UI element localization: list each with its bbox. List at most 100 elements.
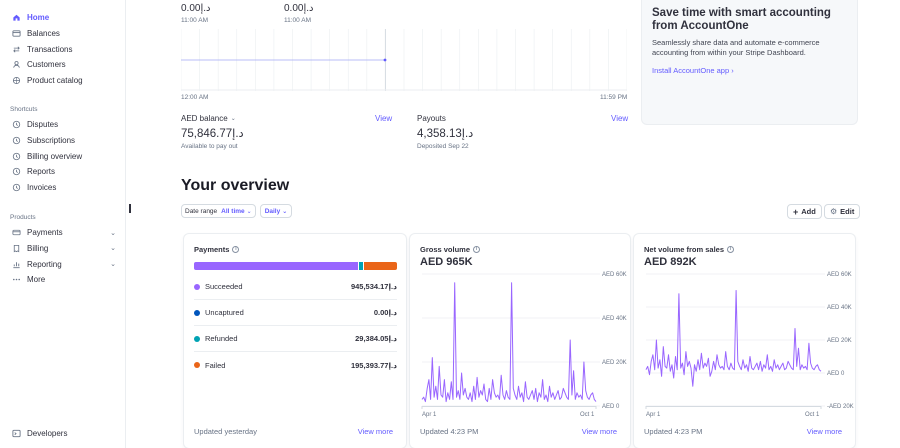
chevron-down-icon: ⌄ [110,229,116,237]
customers-icon [12,60,21,69]
sidebar-item-payments[interactable]: Payments ⌄ [12,226,118,239]
today-right-value: 0.00د.إ [284,3,314,14]
payments-bar-segment [194,262,359,270]
today-chart [181,29,627,91]
y-tick-label: AED 60K [602,272,627,278]
y-tick-label: AED 60K [827,272,852,278]
sidebar-item-label: Disputes [27,120,59,129]
chevron-down-icon: ⌄ [230,116,236,122]
chevron-down-icon: ⌄ [282,208,288,215]
series-line [645,290,822,387]
today-series-point [383,58,387,62]
sidebar-item-label: Developers [27,429,68,438]
payments-row-failed[interactable]: Failed 195,393.77د.إ [194,352,397,378]
net-view-more[interactable]: View more [806,427,842,436]
payments-row-label: Uncaptured [205,308,244,317]
sidebar-item-subscriptions[interactable]: Subscriptions [12,134,118,147]
gross-view-more[interactable]: View more [581,427,617,436]
info-icon: i [232,246,240,253]
payments-view-more[interactable]: View more [357,427,393,436]
status-dot [194,335,200,342]
status-dot [194,309,200,316]
series-line [421,282,597,403]
net-volume-card[interactable]: Net volume from sales i AED 892K -AED 20… [634,234,855,448]
sidebar-item-transactions[interactable]: Transactions [12,43,118,56]
y-tick-label: AED 40K [827,305,852,311]
chevron-down-icon: ⌄ [110,261,116,269]
sidebar-item-label: Home [27,13,50,22]
sidebar-item-label: Billing [27,243,49,253]
sidebar-item-label: Reporting [27,259,62,269]
clock-icon [12,120,21,129]
payments-row-uncaptured[interactable]: Uncaptured 0.00د.إ [194,300,397,326]
payouts-view-link[interactable]: View [611,114,629,123]
clock-icon [12,183,21,192]
promo-card: Save time with smart accounting from Acc… [641,0,858,125]
products-heading: Products [10,214,36,221]
payments-card[interactable]: Payments i Succeeded 945,534.17د.إ Uncaptu… [184,234,406,448]
gross-card-title: Gross volume i [420,245,481,254]
sidebar-item-home[interactable]: Home [12,11,118,24]
interval-filter[interactable]: Daily ⌄ [259,204,293,218]
sidebar-item-developers[interactable]: Developers [12,427,118,440]
promo-title: Save time with smart accounting from Acc… [652,7,831,32]
sidebar-item-label: Transactions [27,44,73,54]
promo-install-link[interactable]: Install AccountOne app › [652,66,734,75]
sidebar-item-customers[interactable]: Customers [12,58,118,71]
y-tick-label: AED 20K [602,360,627,366]
balance-label-text: AED balance [181,114,228,123]
sidebar-item-disputes[interactable]: Disputes [12,118,118,131]
resize-handle[interactable] [129,204,131,213]
payments-bar-segment [363,262,397,270]
gear-icon: ⚙ [830,207,838,216]
sidebar-item-label: Subscriptions [27,135,76,145]
gross-volume-card[interactable]: Gross volume i AED 965K AED 0 AED 20K AED … [410,234,630,448]
gross-value: AED 965K [420,256,473,268]
date-range-filter[interactable]: Date range All time ⌄ [181,204,256,218]
sidebar-item-product-catalog[interactable]: Product catalog [12,74,118,87]
promo-link-text: Install AccountOne app [652,66,730,75]
payments-footer: Updated yesterday [194,427,257,436]
sidebar-item-more[interactable]: More [12,273,118,286]
plus-icon: + [793,206,799,217]
payments-row-amount: 0.00د.إ [373,308,397,317]
net-title-text: Net volume from sales [644,245,725,254]
add-button[interactable]: + Add [787,204,822,219]
home-icon [12,13,21,22]
sidebar-item-label: Product catalog [27,76,83,86]
payments-row-succeeded[interactable]: Succeeded 945,534.17د.إ [194,274,397,300]
sidebar-item-invoices[interactable]: Invoices [12,181,118,194]
sidebar-item-billing[interactable]: Billing ⌄ [12,242,118,255]
y-tick-label: AED 0 [602,404,620,410]
sidebar-item-label: Reports [27,167,56,177]
interval-value: Daily [264,207,281,215]
clock-icon [12,167,21,176]
net-footer: Updated 4:23 PM [644,427,703,436]
product-catalog-icon [12,76,21,85]
payments-row-refunded[interactable]: Refunded 29,384.05د.إ [194,326,397,352]
add-label: Add [801,207,816,216]
payments-row-amount: 195,393.77د.إ [350,360,397,370]
sidebar-item-balances[interactable]: Balances [12,27,118,40]
date-range-label: Date range [185,207,218,215]
payouts-value: 4,358.13د.إ [417,128,474,140]
clock-icon [12,152,21,161]
transactions-icon [12,45,21,54]
balance-view-link[interactable]: View [375,114,393,123]
sidebar-item-label: Invoices [27,183,57,193]
sidebar-item-label: Billing overview [27,151,83,161]
today-left-time: 11:00 AM [181,17,208,24]
sidebar-item-reporting[interactable]: Reporting ⌄ [12,258,118,271]
gross-footer: Updated 4:23 PM [420,427,479,436]
payments-title-text: Payments [194,245,230,254]
sidebar-item-reports[interactable]: Reports [12,165,118,178]
date-range-value: All time [221,207,245,215]
payments-bar-segment [358,262,364,270]
balance-value: 75,846.77د.إ [181,128,244,140]
overview-title: Your overview [181,177,290,194]
edit-button[interactable]: ⚙ Edit [824,204,861,219]
sidebar-item-billing-overview[interactable]: Billing overview [12,150,118,163]
payments-row-amount: 29,384.05د.إ [355,334,397,343]
net-value: AED 892K [644,256,697,268]
balance-label[interactable]: AED balance ⌄ [181,114,236,123]
